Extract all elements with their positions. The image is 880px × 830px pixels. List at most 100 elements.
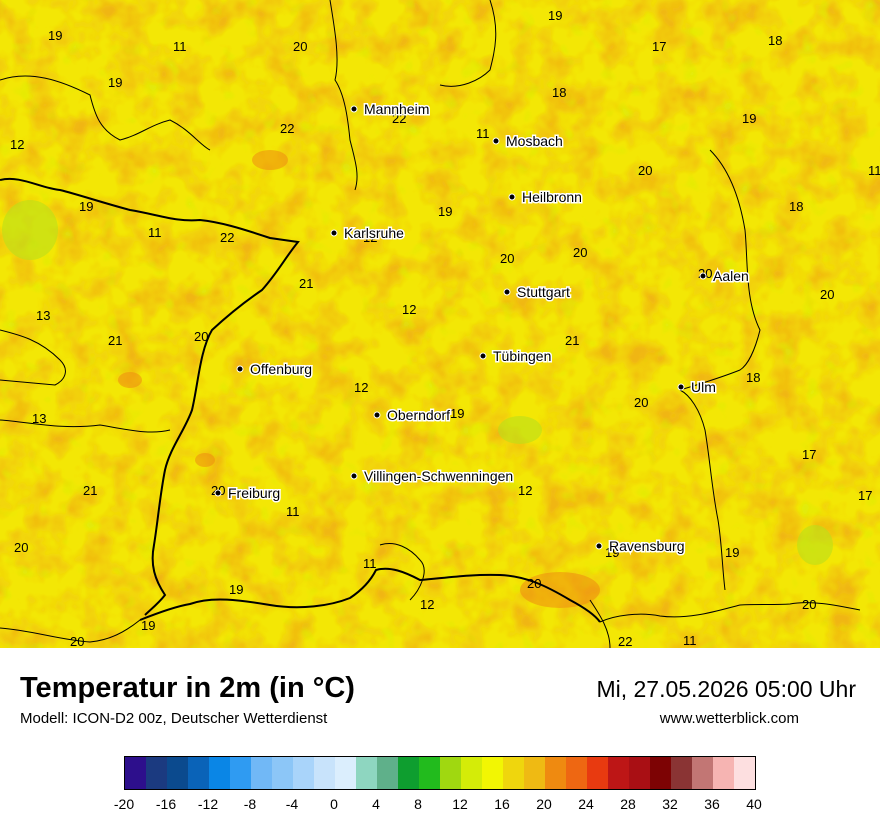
legend-tick-label: 20 xyxy=(536,796,552,812)
legend-swatch xyxy=(230,757,252,789)
city-dot xyxy=(214,489,222,497)
city-markers: Mannheim Mosbach Heilbronn Karlsruhe Stuttga… xyxy=(214,100,750,556)
border-north xyxy=(329,0,497,191)
city-label: Freiburg xyxy=(228,485,280,501)
temperature-value: 19 xyxy=(605,545,619,560)
temperature-value: 18 xyxy=(746,370,760,385)
legend-swatch xyxy=(713,757,735,789)
temperature-value: 11 xyxy=(286,504,300,519)
temperature-value: 12 xyxy=(518,483,532,498)
temperature-value: 18 xyxy=(789,199,803,214)
temperature-value: 18 xyxy=(552,85,566,100)
border-ne xyxy=(679,149,761,391)
legend-swatch xyxy=(125,757,147,789)
city-label: Aalen xyxy=(713,268,749,284)
temperature-value: 12 xyxy=(363,230,377,245)
temperature-value: 18 xyxy=(768,33,782,48)
city-dot xyxy=(508,193,516,201)
city-label: Karlsruhe xyxy=(344,225,404,241)
legend-tick-label: 0 xyxy=(330,796,338,812)
legend-tick-label: 4 xyxy=(372,796,380,812)
border-rhine xyxy=(0,177,300,616)
legend-swatch xyxy=(356,757,378,789)
city-dot xyxy=(503,288,511,296)
legend-swatch xyxy=(146,757,168,789)
city-label: Ravensburg xyxy=(609,538,685,554)
legend-swatch xyxy=(377,757,399,789)
legend-tick-label: 32 xyxy=(662,796,678,812)
city-marker: Freiburg xyxy=(214,484,282,503)
legend-swatch xyxy=(503,757,525,789)
map-title: Temperatur in 2m (in °C) xyxy=(20,672,355,704)
city-marker: Heilbronn xyxy=(508,188,583,207)
temperature-value: 20 xyxy=(14,540,28,555)
legend-tick-label: 12 xyxy=(452,796,468,812)
legend-swatch xyxy=(272,757,294,789)
temperature-value: 19 xyxy=(438,204,452,219)
temperature-value: 11 xyxy=(683,633,697,648)
border-south-inner xyxy=(379,543,611,649)
temperature-value: 17 xyxy=(802,447,816,462)
temperature-value: 22 xyxy=(392,111,406,126)
temperature-value: 19 xyxy=(79,199,93,214)
city-label: Offenburg xyxy=(250,361,312,377)
legend-swatch xyxy=(671,757,693,789)
legend-tick-label: 24 xyxy=(578,796,594,812)
temperature-value: 12 xyxy=(420,597,434,612)
legend-swatch xyxy=(209,757,231,789)
border-lines xyxy=(0,0,861,649)
color-legend xyxy=(124,756,756,790)
city-marker: Aalen xyxy=(699,267,750,286)
temperature-value: 20 xyxy=(638,163,652,178)
legend-swatch xyxy=(251,757,273,789)
legend-swatch xyxy=(335,757,357,789)
temperature-value: 20 xyxy=(634,395,648,410)
border-france-south xyxy=(0,619,141,643)
city-marker: Oberndorf xyxy=(373,406,452,425)
temperature-value: 20 xyxy=(70,634,84,648)
temperature-value: 11 xyxy=(363,556,377,571)
city-dot xyxy=(350,105,358,113)
temperature-value: 19 xyxy=(725,545,739,560)
city-dot xyxy=(350,472,358,480)
legend-swatch xyxy=(398,757,420,789)
temperature-value: 20 xyxy=(573,245,587,260)
border-west xyxy=(0,329,171,433)
cool-patches xyxy=(2,200,833,565)
temperature-value: 13 xyxy=(32,411,46,426)
temperature-value: 19 xyxy=(548,8,562,23)
city-label: Mosbach xyxy=(506,133,563,149)
temperature-value: 21 xyxy=(299,276,313,291)
legend-swatch xyxy=(293,757,315,789)
legend-swatch xyxy=(440,757,462,789)
temperature-values: 19 11 20 19 17 18 19 12 18 19 22 22 11 19 20 11 18 19 11 22… xyxy=(10,8,880,649)
legend-swatch xyxy=(524,757,546,789)
warm-patches xyxy=(118,150,600,608)
legend-tick-label: 40 xyxy=(746,796,762,812)
city-dot xyxy=(699,272,707,280)
temperature-value: 20 xyxy=(802,597,816,612)
legend-swatch xyxy=(482,757,504,789)
legend-tick-label: -4 xyxy=(285,796,299,812)
city-marker: Ravensburg xyxy=(595,537,686,556)
temperature-value: 11 xyxy=(868,163,880,178)
legend-swatch xyxy=(461,757,483,789)
border-swiss xyxy=(139,567,601,623)
temperature-value: 12 xyxy=(10,137,24,152)
legend-swatch xyxy=(188,757,210,789)
legend-swatch xyxy=(314,757,336,789)
city-label: Villingen-Schwenningen xyxy=(364,468,513,484)
map-cool-texture xyxy=(0,0,880,648)
temperature-value: 20 xyxy=(293,39,307,54)
legend-tick-label: 8 xyxy=(414,796,422,812)
temperature-value: 12 xyxy=(402,302,416,317)
legend-swatch xyxy=(167,757,189,789)
city-marker: Ulm xyxy=(677,378,717,397)
legend-swatch xyxy=(608,757,630,789)
city-label: Mannheim xyxy=(364,101,429,117)
website-link[interactable]: www.wetterblick.com xyxy=(659,710,799,727)
city-marker: Villingen-Schwenningen xyxy=(350,467,515,486)
city-marker: Tübingen xyxy=(479,347,553,366)
city-dot xyxy=(330,229,338,237)
city-label: Oberndorf xyxy=(387,407,450,423)
